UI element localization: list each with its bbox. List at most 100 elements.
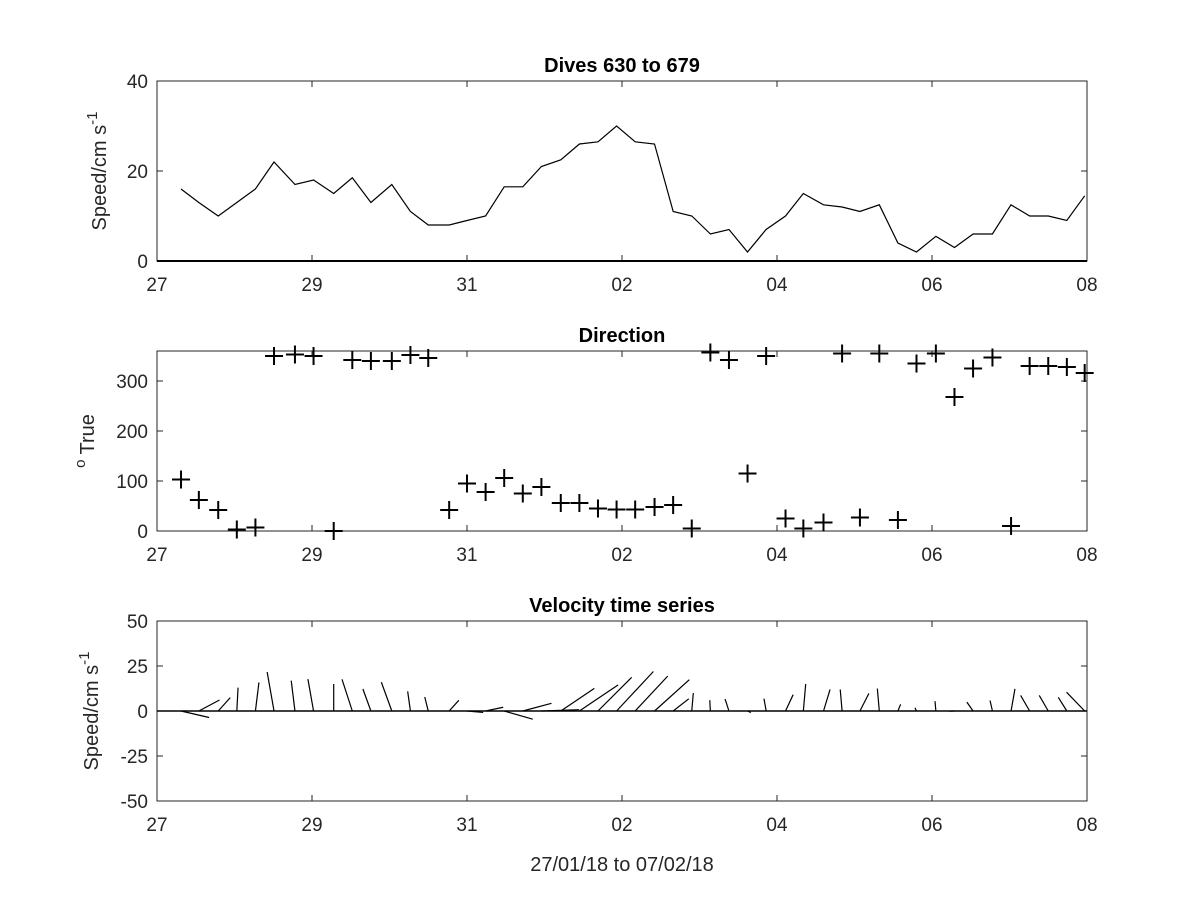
direction-axes-box xyxy=(156,350,1088,532)
direction-point xyxy=(285,345,304,364)
direction-point xyxy=(588,499,607,518)
velocity-stick xyxy=(724,698,730,712)
direction-point xyxy=(738,464,757,483)
direction-point xyxy=(850,508,869,527)
x-tick-label: 27 xyxy=(146,545,167,566)
x-tick-label: 08 xyxy=(1076,815,1097,836)
velocity-stick xyxy=(747,710,752,714)
direction-point xyxy=(343,351,362,369)
direction-point xyxy=(926,344,945,363)
velocity-stick xyxy=(784,694,794,712)
direction-point xyxy=(513,484,532,503)
y-tick-label: 0 xyxy=(137,252,148,273)
x-tick-label: 02 xyxy=(611,545,632,566)
direction-point xyxy=(1002,517,1021,535)
speed-x-ticks: 27 29 31 02 04 06 08 xyxy=(146,81,1098,296)
direction-point xyxy=(476,483,495,501)
velocity-stick xyxy=(579,684,619,712)
x-tick-label: 04 xyxy=(766,275,788,296)
direction-point xyxy=(776,509,795,528)
x-tick-label: 02 xyxy=(611,275,632,296)
velocity-panel: Velocity time series -50 -25 0 25 50 27 29 31 0… xyxy=(76,595,1098,876)
direction-point xyxy=(265,347,284,365)
x-tick-label: 04 xyxy=(766,545,788,566)
direction-point xyxy=(607,500,626,519)
y-tick-label: 0 xyxy=(137,702,148,723)
direction-point xyxy=(757,347,776,365)
velocity-stick xyxy=(876,688,880,712)
velocity-stick xyxy=(934,701,937,712)
direction-point xyxy=(1075,364,1094,382)
speed-y-label-superscript: -1 xyxy=(84,112,101,125)
x-tick-label: 29 xyxy=(301,815,322,836)
direction-point xyxy=(814,513,833,532)
direction-point xyxy=(324,522,343,540)
velocity-stick xyxy=(254,682,260,712)
direction-point xyxy=(458,474,476,493)
velocity-stick xyxy=(1066,691,1086,712)
direction-point xyxy=(246,518,265,537)
x-tick-label: 27 xyxy=(146,275,167,296)
velocity-y-label: Speed/cm s-1 xyxy=(76,652,103,771)
direction-point xyxy=(964,359,983,378)
x-tick-label: 31 xyxy=(456,275,477,296)
velocity-stick xyxy=(307,678,315,712)
velocity-stick xyxy=(485,706,504,712)
direction-point xyxy=(227,520,246,539)
velocity-stick xyxy=(198,699,220,712)
direction-point xyxy=(888,511,907,529)
direction-point xyxy=(945,388,964,406)
direction-point xyxy=(794,519,813,538)
y-tick-label: 100 xyxy=(116,472,148,493)
speed-y-ticks: 0 20 40 xyxy=(127,72,1087,273)
velocity-stick xyxy=(897,704,902,712)
direction-point xyxy=(304,347,323,365)
velocity-stick xyxy=(672,698,690,712)
direction-x-ticks: 27 29 31 02 04 06 08 xyxy=(146,351,1098,566)
y-tick-label: 300 xyxy=(116,372,148,393)
velocity-stick xyxy=(822,689,831,712)
velocity-stick xyxy=(1057,696,1068,712)
velocity-y-ticks: -50 -25 0 25 50 xyxy=(121,612,1087,813)
speed-y-label-text: Speed/cm s xyxy=(89,125,111,231)
velocity-x-label: 27/01/18 to 07/02/18 xyxy=(530,854,714,876)
x-tick-label: 04 xyxy=(766,815,788,836)
y-tick-label: 50 xyxy=(127,612,148,633)
velocity-y-label-text: Speed/cm s xyxy=(81,665,103,771)
velocity-sticks xyxy=(180,671,1086,720)
velocity-stick xyxy=(424,696,429,712)
y-tick-label: 0 xyxy=(137,522,148,543)
velocity-stick xyxy=(914,707,918,712)
x-tick-label: 29 xyxy=(301,545,322,566)
direction-title: Direction xyxy=(579,325,666,347)
velocity-stick xyxy=(180,710,210,719)
x-tick-label: 02 xyxy=(611,815,632,836)
velocity-stick xyxy=(989,700,994,712)
speed-line xyxy=(180,125,1086,253)
speed-title: Dives 630 to 679 xyxy=(544,55,700,77)
velocity-stick xyxy=(290,680,296,712)
x-tick-label: 06 xyxy=(921,545,942,566)
direction-point xyxy=(701,343,720,362)
velocity-stick xyxy=(466,710,484,714)
direction-point xyxy=(401,346,420,364)
velocity-title: Velocity time series xyxy=(529,595,715,617)
direction-point xyxy=(570,494,589,512)
direction-point xyxy=(870,344,889,363)
y-tick-label: 200 xyxy=(116,422,148,443)
x-tick-label: 31 xyxy=(456,545,477,566)
velocity-stick xyxy=(1020,695,1031,712)
velocity-stick xyxy=(407,691,412,712)
velocity-stick xyxy=(966,701,974,712)
direction-point xyxy=(209,501,228,519)
x-tick-label: 08 xyxy=(1076,545,1097,566)
velocity-y-label-superscript: -1 xyxy=(76,652,93,665)
direction-point xyxy=(361,352,380,370)
direction-point xyxy=(419,349,438,367)
y-tick-label: 20 xyxy=(127,162,148,183)
direction-point xyxy=(382,352,401,370)
x-tick-label: 06 xyxy=(921,275,942,296)
velocity-stick xyxy=(448,699,460,712)
velocity-x-ticks: 27 29 31 02 04 06 08 xyxy=(146,621,1098,836)
